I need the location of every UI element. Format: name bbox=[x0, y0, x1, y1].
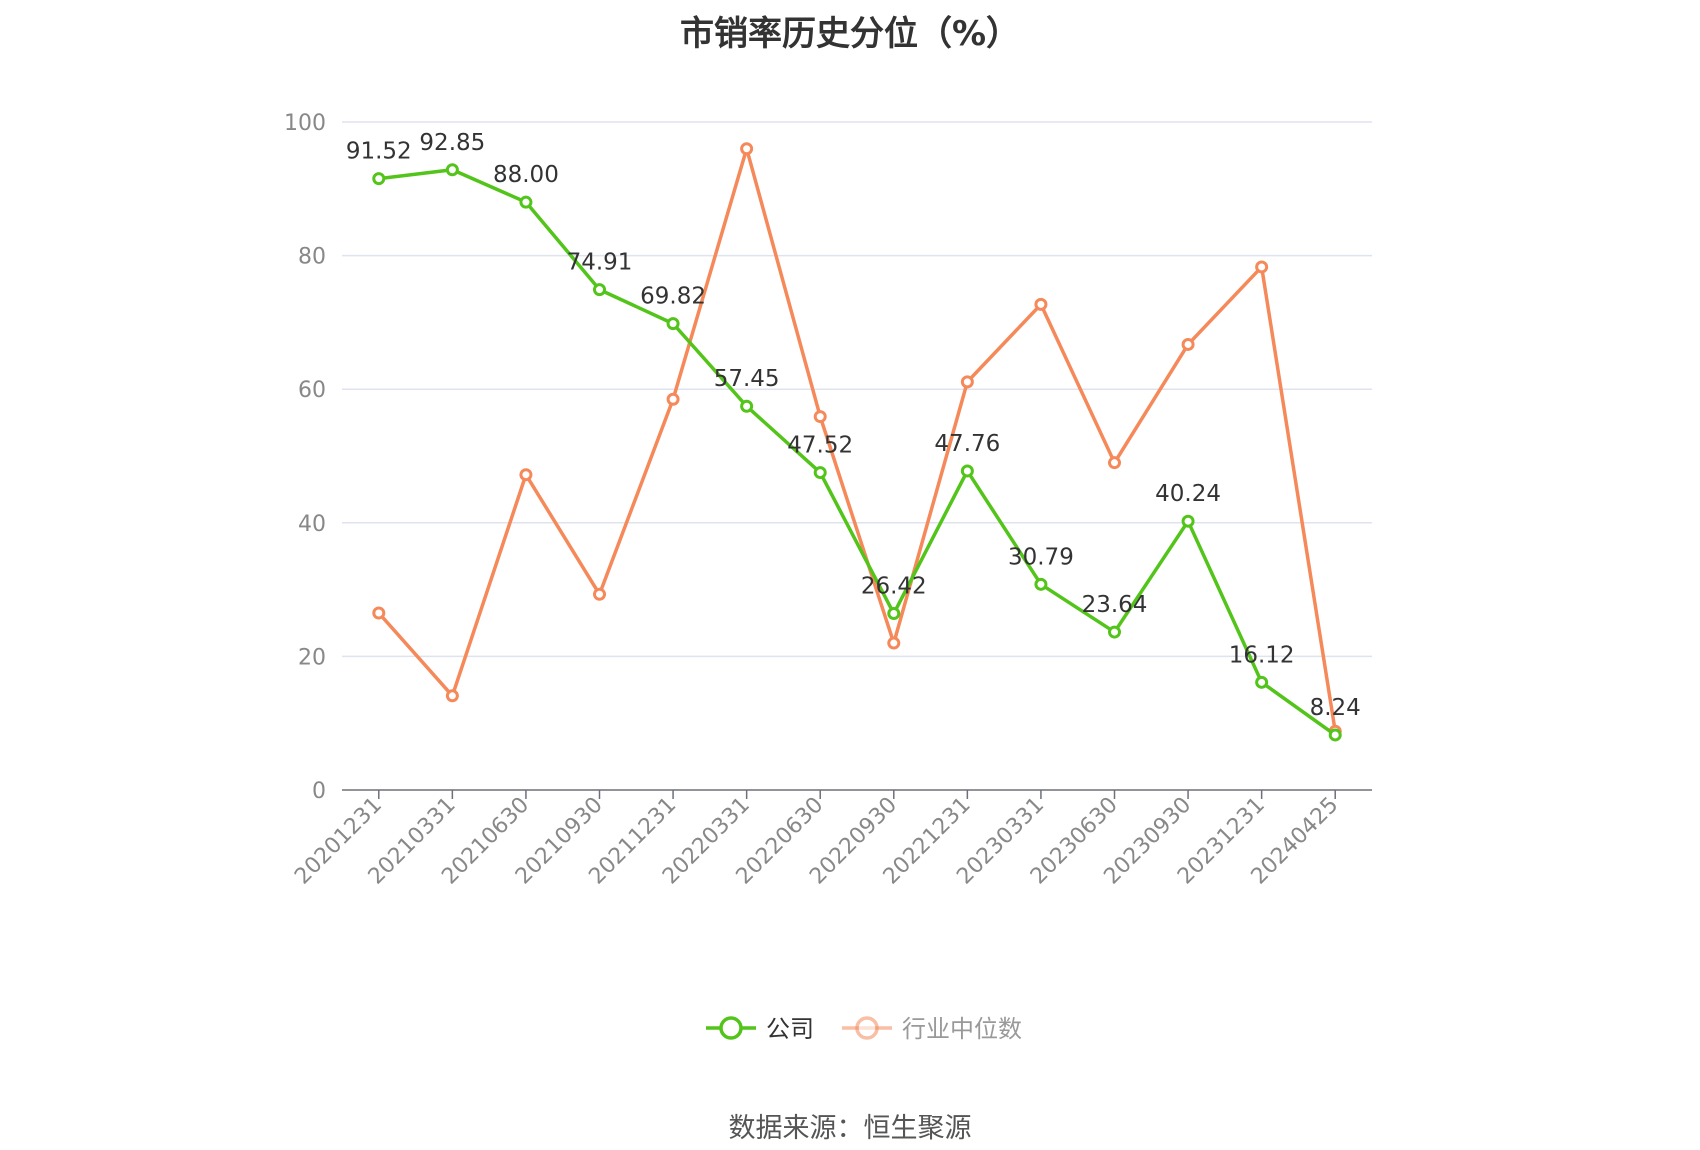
y-tick-label: 80 bbox=[298, 245, 326, 270]
data-point bbox=[1328, 728, 1342, 742]
data-label: 47.76 bbox=[934, 431, 1000, 457]
data-point bbox=[887, 636, 901, 650]
source-note: 数据来源：恒生聚源 bbox=[728, 1113, 972, 1144]
data-point bbox=[519, 468, 533, 482]
data-point bbox=[1108, 456, 1121, 470]
data-label: 23.64 bbox=[1082, 592, 1148, 618]
data-point bbox=[1034, 297, 1048, 311]
data-point bbox=[740, 399, 754, 413]
axes: 0204060801002020123120210331202106302021… bbox=[284, 111, 1372, 889]
legend-label: 公司 bbox=[766, 1015, 814, 1043]
data-point bbox=[1255, 260, 1269, 274]
data-point bbox=[1181, 514, 1195, 528]
data-label: 40.24 bbox=[1155, 481, 1221, 507]
data-point bbox=[372, 172, 386, 186]
data-label: 74.91 bbox=[567, 250, 633, 276]
legend-label: 行业中位数 bbox=[902, 1015, 1022, 1043]
data-point bbox=[813, 466, 827, 480]
y-tick-label: 20 bbox=[298, 645, 326, 670]
data-point bbox=[445, 163, 459, 177]
data-point bbox=[666, 392, 680, 406]
chart-title: 市销率历史分位（%） bbox=[679, 14, 1021, 54]
data-point bbox=[1034, 577, 1048, 591]
data-label: 30.79 bbox=[1008, 544, 1074, 570]
data-point bbox=[740, 142, 754, 156]
y-tick-label: 60 bbox=[298, 378, 326, 403]
data-point bbox=[887, 607, 901, 621]
data-point bbox=[593, 283, 606, 297]
data-point bbox=[960, 375, 974, 389]
y-tick-label: 0 bbox=[312, 779, 326, 804]
series-lines bbox=[372, 142, 1342, 742]
data-point bbox=[593, 587, 606, 601]
data-point bbox=[1255, 675, 1269, 689]
y-tick-label: 40 bbox=[298, 512, 326, 537]
data-label: 8.24 bbox=[1310, 695, 1361, 721]
data-label: 92.85 bbox=[419, 130, 485, 156]
legend-marker bbox=[719, 1016, 743, 1040]
data-labels: 91.52 92.85 88.00 74.91 69.82 57.45 47.52 26.42… bbox=[346, 130, 1361, 721]
data-point bbox=[1108, 625, 1121, 639]
data-label: 91.52 bbox=[346, 139, 412, 165]
grid-lines bbox=[342, 121, 1372, 658]
data-label: 57.45 bbox=[714, 366, 780, 392]
series-line bbox=[377, 146, 1337, 732]
data-point bbox=[960, 464, 974, 478]
data-point bbox=[1181, 337, 1195, 351]
y-tick-label: 100 bbox=[284, 111, 326, 136]
data-point bbox=[519, 195, 533, 209]
data-label: 26.42 bbox=[861, 574, 927, 600]
data-label: 69.82 bbox=[640, 284, 706, 310]
series-line bbox=[378, 168, 1337, 737]
data-point bbox=[813, 410, 827, 424]
data-label: 47.52 bbox=[787, 433, 853, 459]
data-label: 16.12 bbox=[1229, 642, 1295, 668]
data-label: 88.00 bbox=[493, 162, 559, 188]
data-point bbox=[372, 606, 386, 620]
data-point bbox=[445, 689, 459, 703]
legend: 公司 行业中位数 bbox=[706, 1015, 1022, 1043]
legend-marker bbox=[855, 1016, 879, 1040]
data-point bbox=[666, 317, 680, 331]
